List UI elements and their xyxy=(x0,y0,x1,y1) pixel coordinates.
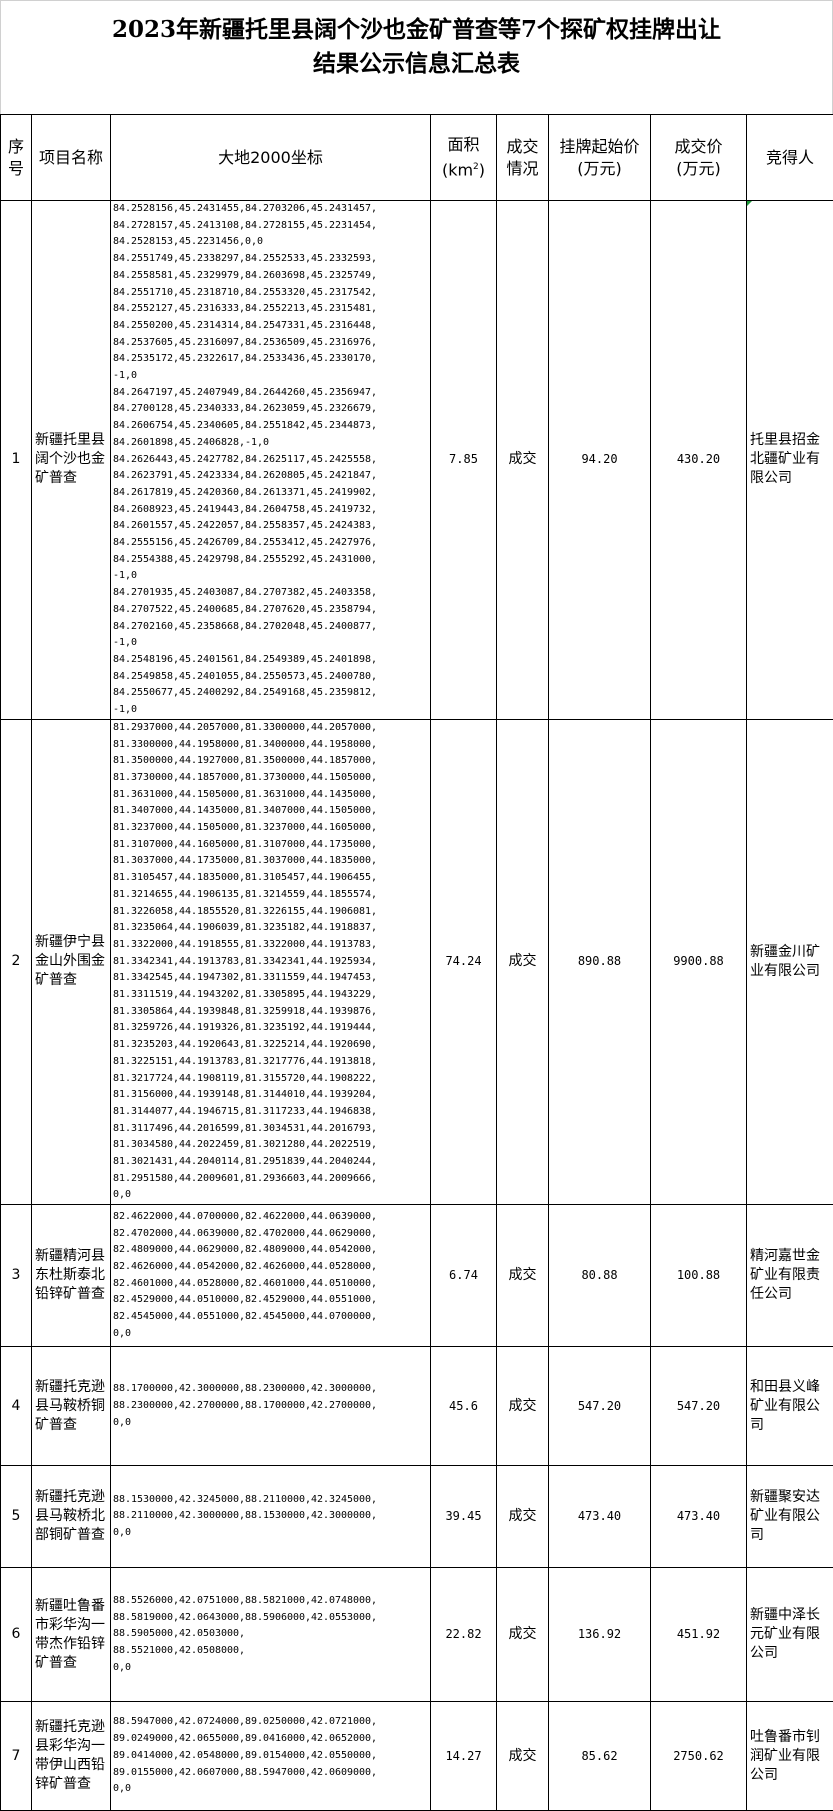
row-seq: 1 xyxy=(1,201,32,720)
start-price: 80.88 xyxy=(549,1205,651,1347)
area-value: 22.82 xyxy=(431,1568,497,1702)
area-value: 7.85 xyxy=(431,201,497,720)
deal-status: 成交 xyxy=(497,1205,549,1347)
start-price: 94.20 xyxy=(549,201,651,720)
coordinates: 84.2528156,45.2431455,84.2703206,45.2431… xyxy=(111,201,431,720)
project-name: 新疆托克逊县马鞍桥铜矿普查 xyxy=(32,1347,111,1466)
final-price: 430.20 xyxy=(651,201,747,720)
deal-status: 成交 xyxy=(497,719,549,1204)
area-value: 39.45 xyxy=(431,1466,497,1568)
project-name: 新疆托里县阔个沙也金矿普查 xyxy=(32,201,111,720)
coordinates: 88.1700000,42.3000000,88.2300000,42.3000… xyxy=(111,1347,431,1466)
header-seq: 序号 xyxy=(1,115,32,201)
row-seq: 2 xyxy=(1,719,32,1204)
area-value: 14.27 xyxy=(431,1702,497,1811)
start-price: 890.88 xyxy=(549,719,651,1204)
final-price: 2750.62 xyxy=(651,1702,747,1811)
deal-status: 成交 xyxy=(497,1466,549,1568)
row-seq: 4 xyxy=(1,1347,32,1466)
final-price: 547.20 xyxy=(651,1347,747,1466)
final-price: 9900.88 xyxy=(651,719,747,1204)
header-winner: 竞得人 xyxy=(747,115,833,201)
winner-cell: 托里县招金北疆矿业有限公司 xyxy=(747,201,833,720)
final-price: 451.92 xyxy=(651,1568,747,1702)
winner-cell: 新疆聚安达矿业有限公司 xyxy=(747,1466,833,1568)
coordinates: 82.4622000,44.0700000,82.4622000,44.0639… xyxy=(111,1205,431,1347)
project-name: 新疆托克逊县马鞍桥北部铜矿普查 xyxy=(32,1466,111,1568)
winner-name: 新疆金川矿业有限公司 xyxy=(750,944,820,979)
final-price: 100.88 xyxy=(651,1205,747,1347)
results-table: 序号 项目名称 大地2000坐标 面积(km2) 成交情况 挂牌起始价(万元) … xyxy=(0,114,833,1811)
project-name: 新疆伊宁县金山外围金矿普查 xyxy=(32,719,111,1204)
document-title: 2023年新疆托里县阔个沙也金矿普查等7个探矿权挂牌出让 结果公示信息汇总表 xyxy=(0,0,833,114)
header-name: 项目名称 xyxy=(32,115,111,201)
start-price: 473.40 xyxy=(549,1466,651,1568)
winner-name: 新疆中泽长元矿业有限公司 xyxy=(750,1607,820,1661)
deal-status: 成交 xyxy=(497,1568,549,1702)
project-name: 新疆吐鲁番市彩华沟一带杰作铅锌矿普查 xyxy=(32,1568,111,1702)
winner-name: 托里县招金北疆矿业有限公司 xyxy=(750,432,820,486)
header-row: 序号 项目名称 大地2000坐标 面积(km2) 成交情况 挂牌起始价(万元) … xyxy=(1,115,833,201)
row-seq: 6 xyxy=(1,1568,32,1702)
winner-cell: 吐鲁番市钊润矿业有限公司 xyxy=(747,1702,833,1811)
project-name: 新疆精河县东杜斯泰北铅锌矿普查 xyxy=(32,1205,111,1347)
winner-name: 吐鲁番市钊润矿业有限公司 xyxy=(750,1729,820,1783)
winner-cell: 新疆中泽长元矿业有限公司 xyxy=(747,1568,833,1702)
deal-status: 成交 xyxy=(497,1347,549,1466)
header-coords: 大地2000坐标 xyxy=(111,115,431,201)
deal-status: 成交 xyxy=(497,1702,549,1811)
coordinates: 88.1530000,42.3245000,88.2110000,42.3245… xyxy=(111,1466,431,1568)
row-seq: 5 xyxy=(1,1466,32,1568)
final-price: 473.40 xyxy=(651,1466,747,1568)
header-area-unit: (km2) xyxy=(433,156,494,181)
start-price: 136.92 xyxy=(549,1568,651,1702)
comment-marker-icon xyxy=(747,201,752,206)
project-name: 新疆托克逊县彩华沟一带伊山西铅锌矿普查 xyxy=(32,1702,111,1811)
winner-name: 新疆聚安达矿业有限公司 xyxy=(750,1489,820,1543)
winner-name: 精河嘉世金矿业有限责任公司 xyxy=(750,1248,820,1302)
winner-name: 和田县义峰矿业有限公司 xyxy=(750,1379,820,1433)
header-final-price: 成交价(万元) xyxy=(651,115,747,201)
winner-cell: 精河嘉世金矿业有限责任公司 xyxy=(747,1205,833,1347)
winner-cell: 和田县义峰矿业有限公司 xyxy=(747,1347,833,1466)
area-value: 45.6 xyxy=(431,1347,497,1466)
start-price: 547.20 xyxy=(549,1347,651,1466)
start-price: 85.62 xyxy=(549,1702,651,1811)
row-seq: 3 xyxy=(1,1205,32,1347)
header-start-price: 挂牌起始价(万元) xyxy=(549,115,651,201)
header-area-label: 面积 xyxy=(433,134,494,156)
coordinates: 81.2937000,44.2057000,81.3300000,44.2057… xyxy=(111,719,431,1204)
area-value: 6.74 xyxy=(431,1205,497,1347)
deal-status: 成交 xyxy=(497,201,549,720)
row-seq: 7 xyxy=(1,1702,32,1811)
title-line-1: 2023年新疆托里县阔个沙也金矿普查等7个探矿权挂牌出让 xyxy=(1,13,832,47)
coordinates: 88.5526000,42.0751000,88.5821000,42.0748… xyxy=(111,1568,431,1702)
area-value: 74.24 xyxy=(431,719,497,1204)
coordinates: 88.5947000,42.0724000,89.0250000,42.0721… xyxy=(111,1702,431,1811)
header-status: 成交情况 xyxy=(497,115,549,201)
header-area: 面积(km2) xyxy=(431,115,497,201)
title-line-2: 结果公示信息汇总表 xyxy=(1,47,832,81)
winner-cell: 新疆金川矿业有限公司 xyxy=(747,719,833,1204)
